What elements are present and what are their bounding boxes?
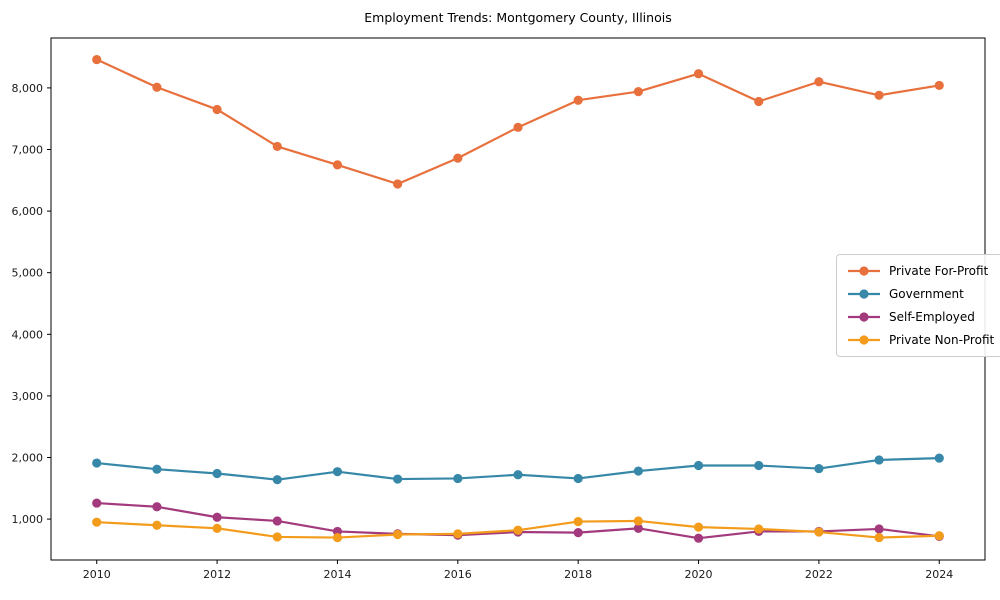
legend-label: Self-Employed (889, 310, 975, 324)
data-point-private-for-profit (212, 104, 222, 115)
data-point-government (754, 460, 764, 471)
data-point-private-for-profit (754, 96, 764, 107)
legend-item-self-employed: Self-Employed (847, 309, 994, 325)
data-point-self-employed (874, 524, 884, 534)
x-tick-label: 2010 (83, 568, 111, 581)
x-tick-label: 2024 (925, 568, 953, 581)
legend-marker-icon (848, 312, 880, 322)
y-tick-label: 6,000 (12, 205, 44, 218)
chart-title: Employment Trends: Montgomery County, Il… (364, 10, 672, 25)
y-tick-label: 3,000 (12, 390, 44, 403)
legend-label: Government (889, 287, 964, 301)
legend: Private For-Profit Government Self-Employe… (836, 254, 1000, 357)
x-tick-label: 2020 (685, 568, 713, 581)
legend-marker-icon (848, 266, 880, 276)
data-point-private-non-profit (393, 529, 403, 540)
data-point-private-for-profit (874, 90, 884, 100)
data-point-private-for-profit (393, 179, 403, 189)
x-tick-label: 2018 (564, 568, 592, 581)
data-point-private-for-profit (453, 153, 463, 163)
data-point-private-non-profit (152, 520, 162, 530)
data-point-private-for-profit (513, 122, 523, 132)
data-point-government (513, 470, 523, 480)
data-point-government (874, 455, 884, 465)
data-point-government (152, 464, 162, 474)
data-point-government (934, 453, 944, 463)
x-tick-label: 2014 (323, 568, 351, 581)
data-point-private-for-profit (272, 141, 282, 152)
x-tick-label: 2022 (805, 568, 833, 581)
legend-label: Private For-Profit (889, 264, 989, 278)
data-point-private-for-profit (693, 69, 704, 79)
data-point-self-employed (212, 512, 222, 522)
data-point-private-non-profit (272, 532, 282, 542)
data-point-private-for-profit (332, 160, 343, 170)
y-tick-label: 1,000 (12, 513, 44, 526)
data-point-government (272, 475, 282, 485)
data-point-private-non-profit (693, 522, 704, 532)
data-point-government (814, 463, 824, 474)
data-point-private-non-profit (92, 517, 102, 527)
data-point-private-non-profit (633, 516, 643, 526)
data-point-government (573, 473, 583, 484)
data-point-private-for-profit (934, 80, 944, 91)
data-point-private-non-profit (513, 525, 523, 535)
data-point-government (693, 460, 704, 471)
data-point-private-non-profit (332, 532, 343, 543)
data-point-self-employed (92, 498, 102, 508)
legend-label: Private Non-Profit (889, 333, 995, 347)
legend-marker-icon (848, 289, 880, 299)
legend-marker-icon (848, 335, 880, 345)
x-tick-label: 2016 (444, 568, 472, 581)
data-point-private-for-profit (152, 82, 162, 92)
y-tick-label: 7,000 (12, 143, 44, 156)
data-point-private-non-profit (934, 531, 944, 541)
data-point-government (633, 466, 643, 476)
legend-item-private-for-profit: Private For-Profit (847, 263, 994, 279)
data-point-self-employed (573, 528, 583, 538)
data-point-government (212, 468, 222, 479)
data-point-private-non-profit (874, 532, 884, 543)
x-tick-label: 2012 (203, 568, 231, 581)
y-tick-label: 5,000 (12, 267, 44, 280)
data-point-self-employed (693, 533, 704, 543)
data-point-government (332, 467, 343, 477)
data-point-private-for-profit (573, 95, 583, 105)
data-point-government (92, 458, 102, 468)
data-point-self-employed (272, 516, 282, 526)
legend-item-private-non-profit: Private Non-Profit (847, 332, 994, 348)
y-tick-label: 8,000 (12, 82, 44, 95)
data-point-private-non-profit (212, 523, 222, 533)
data-point-private-for-profit (814, 77, 824, 87)
data-point-self-employed (152, 502, 162, 512)
data-point-government (393, 474, 403, 484)
data-point-government (453, 473, 463, 484)
data-point-private-for-profit (92, 54, 102, 65)
y-tick-label: 4,000 (12, 328, 44, 341)
series-line-private-for-profit (95, 58, 941, 186)
data-point-private-non-profit (814, 527, 824, 537)
data-point-self-employed (633, 523, 643, 533)
legend-item-government: Government (847, 286, 994, 302)
data-point-private-non-profit (453, 529, 463, 539)
data-point-private-non-profit (754, 524, 764, 534)
y-tick-label: 2,000 (12, 451, 44, 464)
data-point-private-non-profit (573, 516, 583, 527)
data-point-private-for-profit (633, 86, 643, 97)
